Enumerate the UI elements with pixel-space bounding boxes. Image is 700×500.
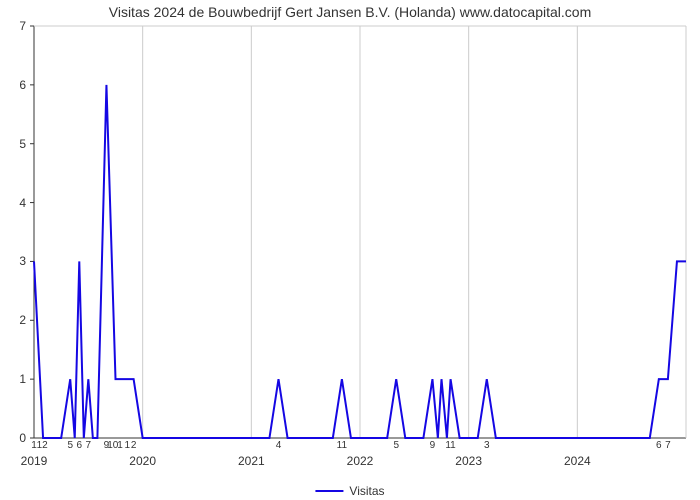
y-tick-label: 4 (19, 196, 26, 210)
x-minor-tick-label: 1 (117, 440, 123, 451)
x-minor-tick-label: 6 (656, 440, 662, 451)
chart-container: Visitas 2024 de Bouwbedrijf Gert Jansen … (0, 0, 700, 500)
legend-label: Visitas (349, 484, 384, 498)
x-minor-tick-label: 2 (131, 440, 137, 451)
y-tick-label: 0 (19, 431, 26, 445)
x-major-tick-label: 2021 (238, 454, 265, 468)
x-minor-tick-label: 2 (42, 440, 48, 451)
x-major-tick-label: 2020 (129, 454, 156, 468)
y-tick-label: 1 (19, 372, 26, 386)
x-minor-tick-label: 11 (337, 440, 347, 451)
x-minor-tick-label: 1 (124, 440, 130, 451)
x-major-tick-label: 2022 (347, 454, 374, 468)
x-minor-tick-label: 7 (86, 440, 92, 451)
legend: Visitas (315, 484, 384, 498)
y-tick-label: 5 (19, 137, 26, 151)
x-minor-tick-label: 4 (276, 440, 282, 451)
legend-swatch (315, 490, 343, 492)
y-tick-label: 3 (19, 254, 26, 268)
x-minor-tick-label: 3 (484, 440, 490, 451)
x-minor-tick-label: 11 (445, 440, 455, 451)
x-minor-tick-label: 9 (430, 440, 436, 451)
x-minor-tick-label: 5 (393, 440, 399, 451)
x-major-tick-label: 2024 (564, 454, 591, 468)
y-tick-label: 7 (19, 19, 26, 33)
plot-svg (34, 26, 686, 438)
x-minor-tick-label: 7 (665, 440, 671, 451)
x-major-tick-label: 2023 (455, 454, 482, 468)
y-tick-label: 2 (19, 313, 26, 327)
chart-title: Visitas 2024 de Bouwbedrijf Gert Jansen … (0, 4, 700, 20)
plot-area (34, 26, 686, 438)
y-tick-label: 6 (19, 78, 26, 92)
x-minor-tick-label: 6 (76, 440, 82, 451)
x-major-tick-label: 2019 (21, 454, 48, 468)
x-minor-tick-label: 5 (67, 440, 73, 451)
